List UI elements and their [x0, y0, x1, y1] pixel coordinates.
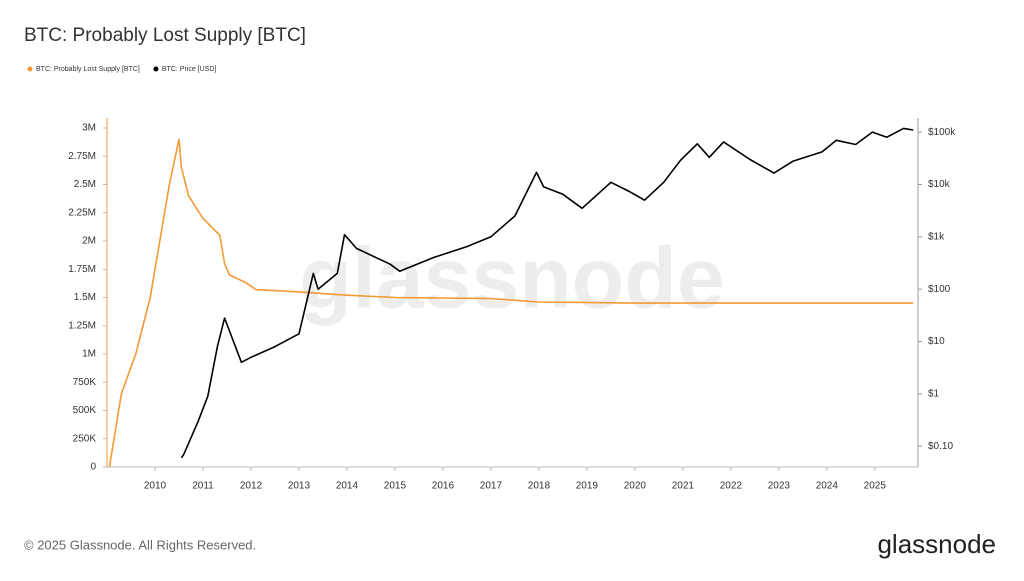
x-tick-label: 2024 — [816, 481, 839, 492]
legend-label: BTC: Price [USD] — [162, 66, 217, 73]
x-tick-label: 2016 — [432, 481, 455, 492]
legend-swatch — [27, 66, 33, 72]
y-tick-label: 3M — [82, 123, 96, 134]
watermark: glassnode — [299, 231, 724, 327]
y-tick-label: 0 — [90, 462, 96, 473]
x-tick-label: 2014 — [336, 481, 359, 492]
x-tick-label: 2021 — [672, 481, 695, 492]
y-tick-label: 2.75M — [68, 151, 96, 162]
x-tick-label: 2019 — [576, 481, 599, 492]
x-tick-label: 2025 — [864, 481, 887, 492]
x-tick-label: 2011 — [192, 481, 214, 492]
y2-tick-label: $100 — [928, 284, 951, 295]
x-tick-label: 2015 — [384, 481, 407, 492]
y-tick-label: 750K — [73, 377, 97, 388]
y-tick-label: 2.5M — [74, 179, 96, 190]
y2-tick-label: $1 — [928, 388, 940, 399]
x-tick-label: 2012 — [240, 481, 263, 492]
y-tick-label: 250K — [73, 433, 97, 444]
x-tick-label: 2018 — [528, 481, 551, 492]
y-tick-label: 1.75M — [68, 264, 96, 275]
y2-tick-label: $1k — [928, 231, 945, 242]
x-tick-label: 2020 — [624, 481, 647, 492]
x-tick-label: 2023 — [768, 481, 791, 492]
x-tick-label: 2010 — [144, 481, 167, 492]
series-line — [108, 138, 914, 468]
y2-tick-label: $0.10 — [928, 441, 953, 452]
y-tick-label: 2.25M — [68, 207, 96, 218]
chart-title: BTC: Probably Lost Supply [BTC] — [24, 25, 306, 46]
legend-label: BTC: Probably Lost Supply [BTC] — [36, 66, 140, 73]
legend-swatch — [153, 66, 159, 72]
y2-tick-label: $10 — [928, 336, 945, 347]
y-tick-label: 1.5M — [74, 292, 96, 303]
y-tick-label: 1.25M — [68, 320, 96, 331]
x-tick-label: 2013 — [288, 481, 311, 492]
footer: © 2025 Glassnode. All Rights Reserved. — [24, 537, 256, 552]
series-line — [180, 127, 914, 459]
y-tick-label: 1M — [82, 349, 96, 360]
y2-tick-label: $100k — [928, 127, 956, 138]
y-tick-label: 2M — [82, 236, 96, 247]
y-tick-label: 500K — [73, 405, 97, 416]
x-tick-label: 2017 — [480, 481, 503, 492]
brand-logo: glassnode — [877, 529, 996, 559]
y2-tick-label: $10k — [928, 179, 951, 190]
x-tick-label: 2022 — [720, 481, 743, 492]
